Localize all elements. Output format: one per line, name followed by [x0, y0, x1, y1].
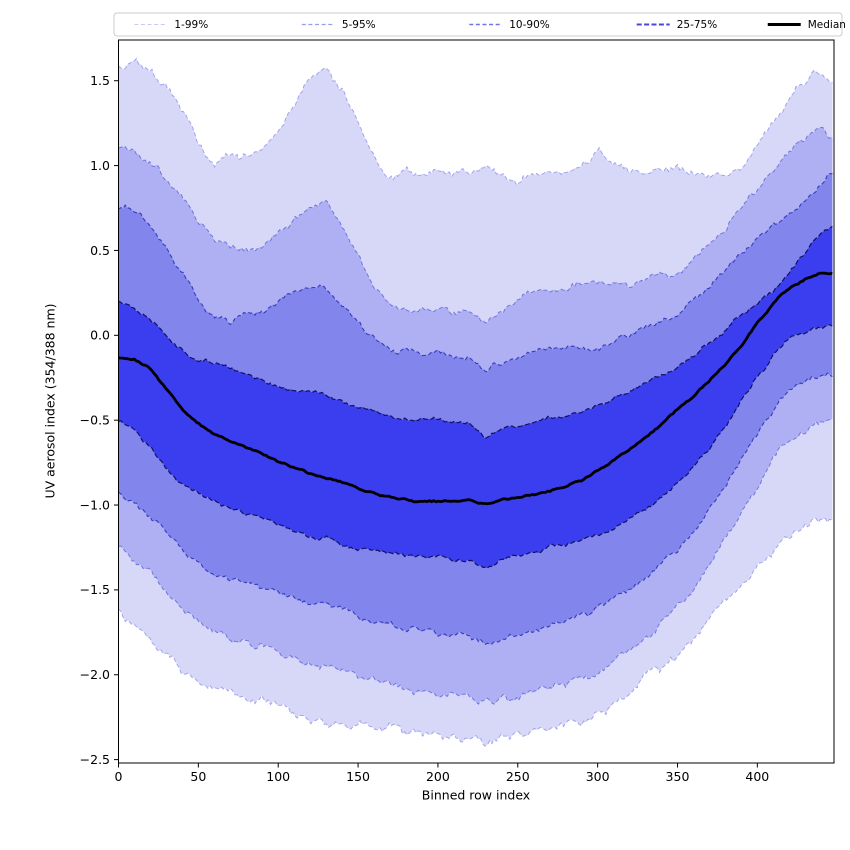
- median-line: [118, 271, 834, 506]
- x-tick-label: 100: [266, 769, 290, 784]
- x-tick-label: 150: [346, 769, 370, 784]
- y-axis-label: UV aerosol index (354/388 nm): [42, 303, 58, 499]
- percentile-line-p95: [118, 126, 833, 324]
- legend-label: 1-99%: [174, 19, 208, 31]
- x-tick-label: 350: [666, 769, 690, 784]
- y-tick-label: 0.0: [90, 328, 110, 343]
- percentile-line-p75: [118, 225, 833, 440]
- percentile-line-p1: [118, 517, 833, 747]
- percentile-line-p10: [118, 372, 833, 645]
- y-tick-label: −2.0: [80, 667, 110, 682]
- x-tick-label: 0: [115, 769, 123, 784]
- plot-area: [118, 57, 834, 747]
- percentile-line-p90: [118, 172, 833, 373]
- y-tick-label: 0.5: [90, 243, 110, 258]
- band-fill-25-75%: [118, 226, 833, 569]
- y-tick-label: −1.0: [80, 497, 110, 512]
- x-tick-label: 50: [190, 769, 206, 784]
- y-tick-label: −0.5: [80, 412, 110, 427]
- legend-label: 5-95%: [342, 19, 376, 31]
- y-tick-label: −2.5: [80, 752, 110, 767]
- legend-label: Median: [808, 19, 846, 31]
- legend-label: 25-75%: [677, 19, 718, 31]
- y-tick-label: 1.5: [90, 73, 110, 88]
- x-tick-label: 200: [426, 769, 450, 784]
- percentile-line-p5: [118, 418, 833, 705]
- percentile-line-p99: [118, 57, 833, 187]
- y-tick-label: 1.0: [90, 158, 110, 173]
- plot-border: [118, 39, 835, 764]
- percentile-line-p25: [118, 324, 833, 569]
- x-axis-label: Binned row index: [421, 787, 531, 803]
- legend-label: 10-90%: [509, 19, 550, 31]
- x-tick-label: 250: [506, 769, 530, 784]
- y-tick-label: −1.5: [80, 582, 110, 597]
- x-tick-label: 400: [745, 769, 769, 784]
- x-tick-label: 300: [586, 769, 610, 784]
